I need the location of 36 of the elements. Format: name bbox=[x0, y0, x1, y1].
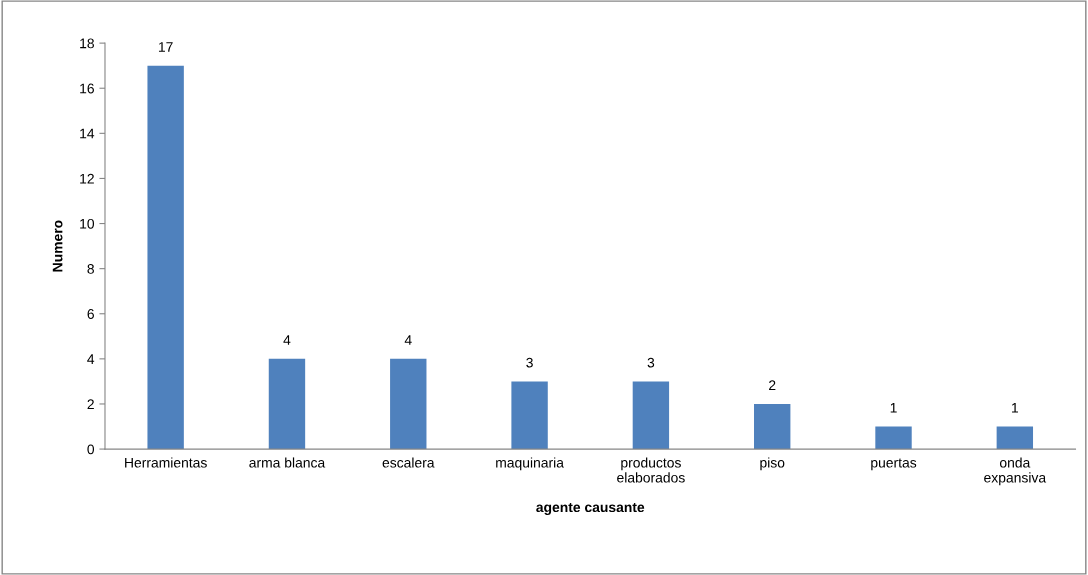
x-tick-label: productos elaborados bbox=[617, 457, 685, 483]
bar bbox=[875, 426, 912, 450]
y-tick-label: 6 bbox=[87, 309, 94, 319]
y-tick-label: 2 bbox=[87, 399, 94, 409]
bar bbox=[754, 403, 791, 450]
x-axis-title: agente causante bbox=[536, 502, 645, 515]
data-label: 1 bbox=[1012, 402, 1019, 413]
x-tick-label: onda expansiva bbox=[984, 457, 1047, 486]
data-label: 3 bbox=[526, 357, 533, 368]
data-label: 3 bbox=[647, 357, 655, 368]
y-tick-label: 14 bbox=[80, 128, 95, 139]
data-label: 17 bbox=[158, 42, 173, 52]
y-tick-label: 4 bbox=[87, 354, 95, 364]
y-tick-label: 16 bbox=[80, 83, 94, 94]
x-tick-label: puertas bbox=[871, 458, 917, 471]
data-label: 4 bbox=[404, 335, 412, 345]
x-tick-label: piso bbox=[760, 457, 785, 471]
bar bbox=[511, 381, 548, 450]
data-label: 1 bbox=[890, 402, 897, 413]
bar bbox=[147, 65, 184, 450]
y-tick-label: 8 bbox=[87, 263, 94, 274]
y-tick-label: 0 bbox=[87, 444, 95, 455]
bar bbox=[268, 358, 306, 450]
y-tick-label: 18 bbox=[80, 38, 94, 49]
y-tick-label: 10 bbox=[80, 218, 95, 229]
bar bbox=[390, 358, 427, 450]
x-tick-label: arma blanca bbox=[249, 457, 326, 468]
y-axis-title: Numero bbox=[52, 220, 63, 272]
bar bbox=[632, 381, 670, 450]
x-tick-label: Herramientas bbox=[125, 457, 207, 468]
bar bbox=[996, 426, 1034, 450]
y-tick-label: 12 bbox=[80, 173, 94, 184]
data-label: 4 bbox=[283, 335, 291, 345]
data-label: 2 bbox=[769, 380, 776, 390]
x-tick-label: maquinaria bbox=[496, 457, 564, 471]
x-tick-label: escalera bbox=[382, 457, 435, 468]
